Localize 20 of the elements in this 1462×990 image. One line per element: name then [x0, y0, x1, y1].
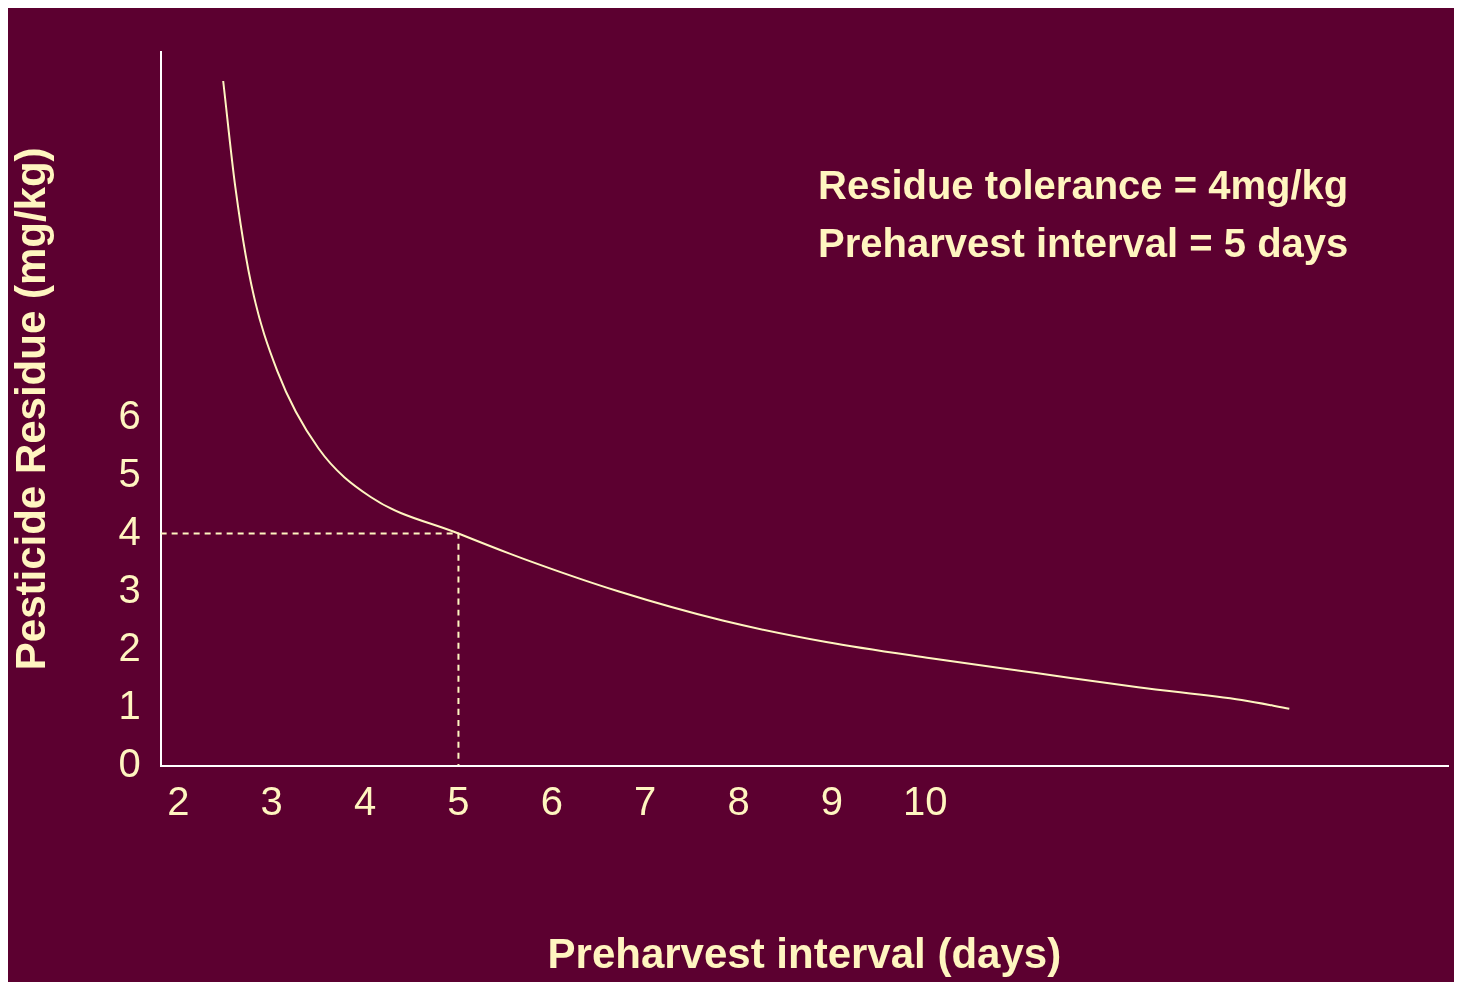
- y-tick-label: 6: [118, 392, 141, 437]
- x-tick-label: 2: [167, 778, 190, 823]
- x-tick-label: 6: [540, 778, 563, 823]
- x-tick-label: 10: [902, 778, 948, 823]
- y-tick-label: 0: [118, 740, 141, 785]
- y-axis-title: Pesticide Residue (mg/kg): [6, 147, 54, 671]
- x-tick-label: 5: [447, 778, 470, 823]
- y-tick-label: 2: [118, 624, 141, 669]
- y-tick-label: 5: [118, 450, 141, 495]
- x-tick-label: 7: [634, 778, 657, 823]
- x-tick-label: 4: [353, 778, 377, 823]
- annotation: Residue tolerance = 4mg/kg: [818, 163, 1349, 208]
- y-tick-label: 1: [118, 682, 141, 727]
- x-tick-label: 8: [727, 778, 750, 823]
- x-tick-label: 3: [260, 778, 283, 823]
- y-tick-label: 4: [118, 508, 141, 553]
- annotation: Preharvest interval = 5 days: [818, 221, 1349, 266]
- x-tick-label: 9: [820, 778, 843, 823]
- y-tick-label: 3: [118, 566, 141, 611]
- x-axis-title: Preharvest interval (days): [547, 930, 1062, 978]
